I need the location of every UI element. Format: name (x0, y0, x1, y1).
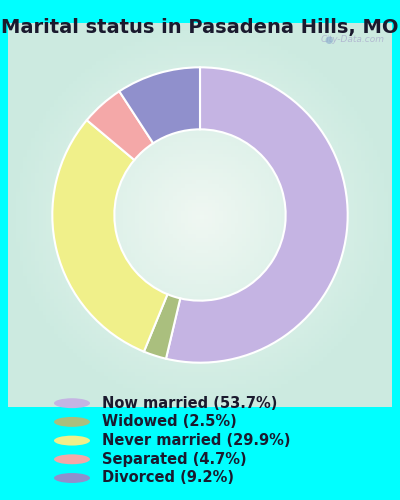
Wedge shape (166, 68, 348, 362)
Text: Now married (53.7%): Now married (53.7%) (102, 396, 277, 410)
Text: City-Data.com: City-Data.com (321, 35, 385, 44)
Text: Widowed (2.5%): Widowed (2.5%) (102, 414, 237, 430)
Wedge shape (52, 120, 168, 352)
Circle shape (54, 454, 90, 464)
Wedge shape (119, 68, 200, 144)
Text: Marital status in Pasadena Hills, MO: Marital status in Pasadena Hills, MO (1, 18, 399, 36)
Wedge shape (144, 294, 180, 358)
Circle shape (54, 436, 90, 446)
Circle shape (54, 417, 90, 427)
Circle shape (54, 398, 90, 408)
Text: Separated (4.7%): Separated (4.7%) (102, 452, 247, 467)
Wedge shape (87, 92, 153, 160)
Text: Never married (29.9%): Never married (29.9%) (102, 433, 290, 448)
Circle shape (54, 473, 90, 483)
Text: ●: ● (324, 35, 333, 45)
Text: Divorced (9.2%): Divorced (9.2%) (102, 470, 234, 486)
